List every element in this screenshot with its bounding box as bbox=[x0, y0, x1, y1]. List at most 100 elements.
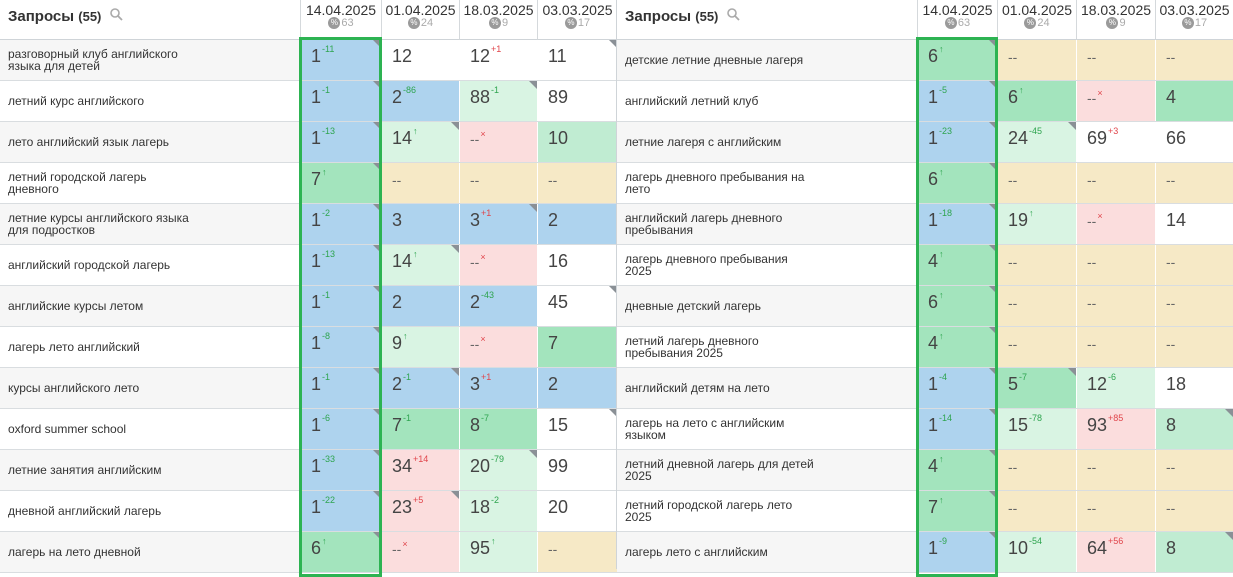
query-text[interactable]: летний лагерь дневного пребывания 2025 bbox=[617, 327, 917, 367]
query-text[interactable]: дневной английский лагерь bbox=[0, 491, 300, 531]
query-text[interactable]: летние занятия английским bbox=[0, 450, 300, 490]
position-cell[interactable]: 8 bbox=[1155, 409, 1233, 449]
date-column-header[interactable]: 14.04.2025% 63 bbox=[917, 0, 997, 40]
query-text[interactable]: лагерь дневного пребывания на лето bbox=[617, 163, 917, 203]
query-text[interactable]: лагерь лето с английским bbox=[617, 532, 917, 572]
position-cell[interactable]: 1-33 bbox=[300, 450, 381, 490]
position-cell[interactable]: --× bbox=[459, 245, 537, 285]
query-text[interactable]: дневные детский лагерь bbox=[617, 286, 917, 326]
position-cell[interactable]: 11 bbox=[537, 40, 617, 80]
position-cell[interactable]: -- bbox=[997, 163, 1076, 203]
query-text[interactable]: лагерь на лето с английским языком bbox=[617, 409, 917, 449]
position-cell[interactable]: 2 bbox=[537, 204, 617, 244]
position-cell[interactable]: 6↑ bbox=[917, 286, 997, 326]
search-icon[interactable] bbox=[109, 8, 123, 25]
position-cell[interactable]: -- bbox=[1076, 245, 1155, 285]
position-cell[interactable]: 1-9 bbox=[917, 532, 997, 572]
query-text[interactable]: лагерь лето английский bbox=[0, 327, 300, 367]
query-text[interactable]: английский детям на лето bbox=[617, 368, 917, 408]
query-text[interactable]: летний дневной лагерь для детей 2025 bbox=[617, 450, 917, 490]
position-cell[interactable]: 2 bbox=[381, 286, 459, 326]
position-cell[interactable]: 45 bbox=[537, 286, 617, 326]
date-column-header[interactable]: 18.03.2025% 9 bbox=[1076, 0, 1155, 40]
position-cell[interactable]: 18 bbox=[1155, 368, 1233, 408]
position-cell[interactable]: 1-4 bbox=[917, 368, 997, 408]
position-cell[interactable]: 8-7 bbox=[459, 409, 537, 449]
date-column-header[interactable]: 01.04.2025% 24 bbox=[997, 0, 1076, 40]
query-text[interactable]: летний курс английского bbox=[0, 81, 300, 121]
position-cell[interactable]: 15 bbox=[537, 409, 617, 449]
position-cell[interactable]: 23+5 bbox=[381, 491, 459, 531]
position-cell[interactable]: -- bbox=[1076, 163, 1155, 203]
date-column-header[interactable]: 14.04.2025% 63 bbox=[300, 0, 381, 40]
position-cell[interactable]: 1-1 bbox=[300, 286, 381, 326]
position-cell[interactable]: 1-14 bbox=[917, 409, 997, 449]
position-cell[interactable]: -- bbox=[997, 245, 1076, 285]
position-cell[interactable]: --× bbox=[381, 532, 459, 572]
position-cell[interactable]: 3+1 bbox=[459, 368, 537, 408]
query-text[interactable]: летний городской лагерь лето 2025 bbox=[617, 491, 917, 531]
position-cell[interactable]: -- bbox=[1155, 327, 1233, 367]
position-cell[interactable]: 1-8 bbox=[300, 327, 381, 367]
position-cell[interactable]: 7 bbox=[537, 327, 617, 367]
position-cell[interactable]: 18-2 bbox=[459, 491, 537, 531]
position-cell[interactable]: 10-54 bbox=[997, 532, 1076, 572]
position-cell[interactable]: 2-86 bbox=[381, 81, 459, 121]
position-cell[interactable]: 7-1 bbox=[381, 409, 459, 449]
position-cell[interactable]: 12 bbox=[381, 40, 459, 80]
position-cell[interactable]: 64+56 bbox=[1076, 532, 1155, 572]
position-cell[interactable]: 1-13 bbox=[300, 245, 381, 285]
position-cell[interactable]: 95↑ bbox=[459, 532, 537, 572]
position-cell[interactable]: 16 bbox=[537, 245, 617, 285]
date-column-header[interactable]: 03.03.2025% 17 bbox=[537, 0, 617, 40]
position-cell[interactable]: -- bbox=[381, 163, 459, 203]
position-cell[interactable]: -- bbox=[1076, 491, 1155, 531]
position-cell[interactable]: 69+3 bbox=[1076, 122, 1155, 162]
position-cell[interactable]: 4↑ bbox=[917, 450, 997, 490]
position-cell[interactable]: 4↑ bbox=[917, 245, 997, 285]
position-cell[interactable]: --× bbox=[459, 122, 537, 162]
query-text[interactable]: английский летний клуб bbox=[617, 81, 917, 121]
position-cell[interactable]: -- bbox=[1155, 491, 1233, 531]
position-cell[interactable]: -- bbox=[1076, 286, 1155, 326]
position-cell[interactable]: 14↑ bbox=[381, 122, 459, 162]
position-cell[interactable]: --× bbox=[1076, 204, 1155, 244]
position-cell[interactable]: -- bbox=[1155, 40, 1233, 80]
position-cell[interactable]: 3 bbox=[381, 204, 459, 244]
queries-header-right[interactable]: Запросы (55) bbox=[617, 0, 917, 40]
position-cell[interactable]: 6↑ bbox=[997, 81, 1076, 121]
position-cell[interactable]: 1-5 bbox=[917, 81, 997, 121]
query-text[interactable]: летний городской лагерь дневного bbox=[0, 163, 300, 203]
position-cell[interactable]: -- bbox=[1076, 40, 1155, 80]
position-cell[interactable]: -- bbox=[997, 491, 1076, 531]
position-cell[interactable]: 4 bbox=[1155, 81, 1233, 121]
search-icon[interactable] bbox=[726, 8, 740, 25]
query-text[interactable]: летние лагеря с английским bbox=[617, 122, 917, 162]
query-text[interactable]: детские летние дневные лагеря bbox=[617, 40, 917, 80]
position-cell[interactable]: -- bbox=[997, 286, 1076, 326]
query-text[interactable]: разговорный клуб английского языка для д… bbox=[0, 40, 300, 80]
position-cell[interactable]: 2-43 bbox=[459, 286, 537, 326]
position-cell[interactable]: 7↑ bbox=[917, 491, 997, 531]
position-cell[interactable]: 14↑ bbox=[381, 245, 459, 285]
query-text[interactable]: лагерь на лето дневной bbox=[0, 532, 300, 572]
position-cell[interactable]: -- bbox=[1155, 286, 1233, 326]
position-cell[interactable]: 1-22 bbox=[300, 491, 381, 531]
position-cell[interactable]: 6↑ bbox=[917, 163, 997, 203]
position-cell[interactable]: 1-23 bbox=[917, 122, 997, 162]
position-cell[interactable]: 66 bbox=[1155, 122, 1233, 162]
position-cell[interactable]: -- bbox=[1076, 450, 1155, 490]
date-column-header[interactable]: 01.04.2025% 24 bbox=[381, 0, 459, 40]
position-cell[interactable]: 12+1 bbox=[459, 40, 537, 80]
position-cell[interactable]: -- bbox=[537, 163, 617, 203]
position-cell[interactable]: 20-79 bbox=[459, 450, 537, 490]
position-cell[interactable]: --× bbox=[1076, 81, 1155, 121]
position-cell[interactable]: 2-1 bbox=[381, 368, 459, 408]
position-cell[interactable]: 5-7 bbox=[997, 368, 1076, 408]
position-cell[interactable]: 34+14 bbox=[381, 450, 459, 490]
position-cell[interactable]: 1-18 bbox=[917, 204, 997, 244]
position-cell[interactable]: 6↑ bbox=[300, 532, 381, 572]
query-text[interactable]: oxford summer school bbox=[0, 409, 300, 449]
position-cell[interactable]: 1-1 bbox=[300, 368, 381, 408]
query-text[interactable]: лето английский язык лагерь bbox=[0, 122, 300, 162]
